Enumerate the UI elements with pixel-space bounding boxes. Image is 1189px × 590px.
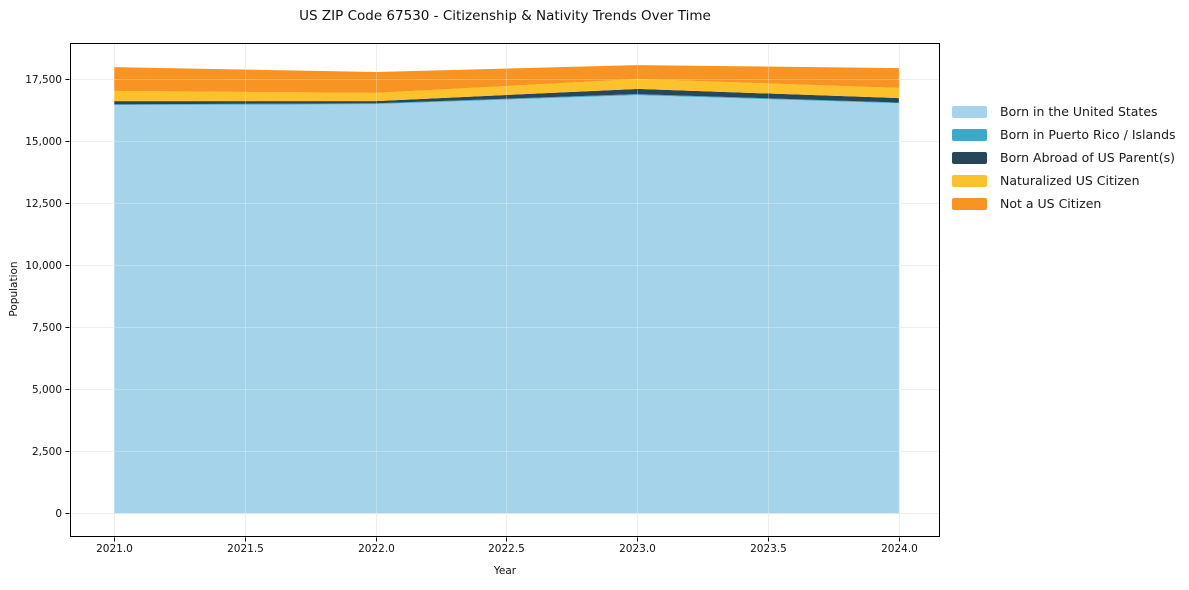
legend-item: Not a US Citizen bbox=[952, 196, 1188, 211]
y-axis-label: Population bbox=[8, 261, 20, 317]
stacked-areas bbox=[114, 65, 899, 514]
plot-border bbox=[70, 43, 940, 537]
x-tick-label: 2024.0 bbox=[881, 543, 918, 555]
y-tick-label: 12,500 bbox=[25, 198, 62, 210]
y-tick-label: 7,500 bbox=[32, 322, 62, 334]
x-tick-label: 2021.5 bbox=[227, 543, 264, 555]
legend: Born in the United States Born in Puerto … bbox=[952, 104, 1188, 219]
chart-title: US ZIP Code 67530 - Citizenship & Nativi… bbox=[299, 8, 711, 24]
x-tick-label: 2022.5 bbox=[488, 543, 525, 555]
y-tick-label: 2,500 bbox=[32, 446, 62, 458]
x-axis-label: Year bbox=[493, 565, 517, 577]
legend-swatch bbox=[952, 174, 987, 187]
legend-label: Not a US Citizen bbox=[1000, 196, 1102, 211]
x-tick-label: 2022.0 bbox=[358, 543, 395, 555]
y-tick-label: 10,000 bbox=[25, 260, 62, 272]
x-tick-label: 2023.5 bbox=[750, 543, 787, 555]
legend-item: Born in Puerto Rico / Islands bbox=[952, 127, 1188, 142]
legend-item: Born Abroad of US Parent(s) bbox=[952, 150, 1188, 165]
gridline-overlay bbox=[70, 43, 940, 537]
legend-item: Naturalized US Citizen bbox=[952, 173, 1188, 188]
area-series-3 bbox=[114, 79, 899, 102]
area-series-2 bbox=[114, 88, 899, 105]
y-tick-label: 15,000 bbox=[25, 136, 62, 148]
x-tick-label: 2021.0 bbox=[96, 543, 133, 555]
legend-swatch bbox=[952, 197, 987, 210]
legend-swatch bbox=[952, 105, 987, 118]
y-tick-label: 5,000 bbox=[32, 384, 62, 396]
area-series-4 bbox=[114, 65, 899, 93]
legend-label: Born in Puerto Rico / Islands bbox=[1000, 127, 1176, 142]
legend-swatch bbox=[952, 128, 987, 141]
axes: 2021.0 2021.5 2022.0 2022.5 2023.0 2023.5 2024… bbox=[25, 74, 918, 555]
legend-swatch bbox=[952, 151, 987, 164]
y-tick-label: 0 bbox=[55, 508, 62, 520]
area-series-0 bbox=[114, 95, 899, 514]
legend-label: Born in the United States bbox=[1000, 104, 1158, 119]
area-series-1 bbox=[114, 94, 899, 106]
x-tick-label: 2023.0 bbox=[619, 543, 656, 555]
legend-item: Born in the United States bbox=[952, 104, 1188, 119]
y-tick-label: 17,500 bbox=[25, 74, 62, 86]
legend-label: Naturalized US Citizen bbox=[1000, 173, 1140, 188]
legend-label: Born Abroad of US Parent(s) bbox=[1000, 150, 1175, 165]
